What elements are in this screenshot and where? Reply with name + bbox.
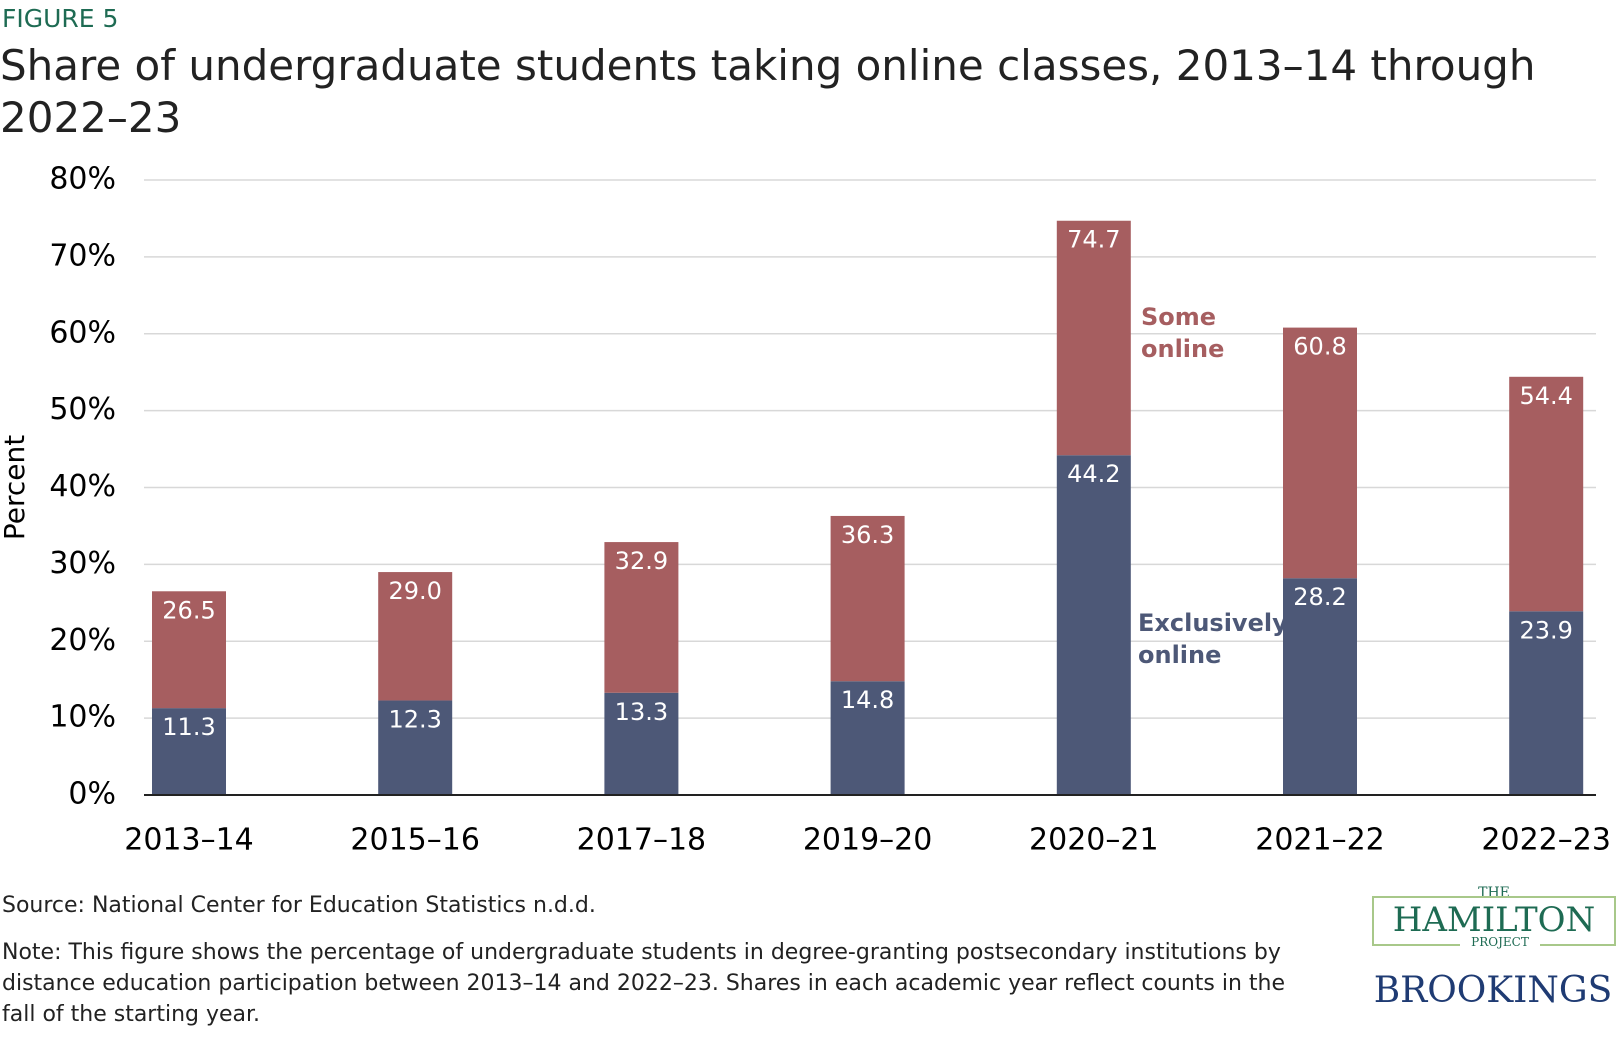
x-tick-label: 2021–22 bbox=[1255, 823, 1385, 858]
bar-segment bbox=[830, 681, 905, 795]
source: Source: National Center for Education St… bbox=[2, 893, 596, 918]
chart-title: Share of undergraduate students taking o… bbox=[0, 41, 1536, 142]
total-label: 32.9 bbox=[615, 547, 668, 575]
total-label: 54.4 bbox=[1519, 382, 1572, 410]
logo-brookings: BROOKINGS bbox=[1373, 970, 1613, 1011]
bar-segment bbox=[1283, 327, 1357, 579]
bar-segment bbox=[1056, 220, 1131, 456]
x-tick-label: 2017–18 bbox=[577, 823, 707, 858]
x-tick-label: 2022–23 bbox=[1481, 823, 1611, 858]
bar-segment bbox=[604, 542, 679, 693]
total-label: 60.8 bbox=[1293, 333, 1346, 361]
total-label: 29.0 bbox=[388, 577, 441, 605]
value-label: 23.9 bbox=[1519, 616, 1572, 644]
bar-segment bbox=[1509, 376, 1584, 612]
y-tick-label: 20% bbox=[49, 623, 116, 658]
x-tick-label: 2019–20 bbox=[803, 823, 933, 858]
y-tick-label: 60% bbox=[49, 315, 116, 350]
figure-label: FIGURE 5 bbox=[2, 4, 119, 33]
y-axis-label: Percent bbox=[0, 435, 31, 540]
bar-segment bbox=[152, 591, 226, 709]
y-tick-label: 40% bbox=[49, 469, 116, 504]
y-tick-label: 10% bbox=[49, 700, 116, 735]
note: Note: This figure shows the percentage o… bbox=[2, 940, 1286, 1027]
x-tick-label: 2020–21 bbox=[1029, 823, 1159, 858]
value-label: 14.8 bbox=[841, 686, 894, 714]
value-label: 13.3 bbox=[615, 698, 668, 726]
x-tick-label: 2015–16 bbox=[350, 823, 480, 858]
bar-segment bbox=[830, 515, 905, 682]
x-tick-label: 2013–14 bbox=[124, 823, 254, 858]
bar-segment bbox=[378, 700, 453, 795]
value-label: 12.3 bbox=[388, 705, 441, 733]
value-label: 28.2 bbox=[1293, 583, 1346, 611]
bar-segment bbox=[1056, 455, 1131, 795]
value-label: 11.3 bbox=[162, 713, 215, 741]
y-tick-label: 50% bbox=[49, 392, 116, 427]
series-annotation: Exclusively online bbox=[1138, 609, 1288, 669]
y-tick-label: 80% bbox=[49, 162, 116, 197]
y-tick-label: 0% bbox=[68, 777, 116, 812]
y-tick-label: 70% bbox=[49, 238, 116, 273]
value-label: 44.2 bbox=[1067, 460, 1120, 488]
bar-segment bbox=[1509, 611, 1584, 795]
total-label: 74.7 bbox=[1067, 226, 1120, 254]
total-label: 26.5 bbox=[162, 596, 215, 624]
bar-segment bbox=[378, 572, 453, 701]
chart: 0% 10% 20% 30% 40% 50% 60% 70% 80% Percent 11.3 26.… bbox=[0, 162, 1611, 858]
bar-segment bbox=[152, 708, 226, 795]
bar-segment bbox=[1283, 578, 1357, 795]
series-annotation: Some online bbox=[1141, 303, 1225, 363]
bar-segment bbox=[604, 692, 679, 795]
logo-project: PROJECT bbox=[1460, 935, 1540, 949]
y-tick-label: 30% bbox=[49, 546, 116, 581]
total-label: 36.3 bbox=[841, 521, 894, 549]
